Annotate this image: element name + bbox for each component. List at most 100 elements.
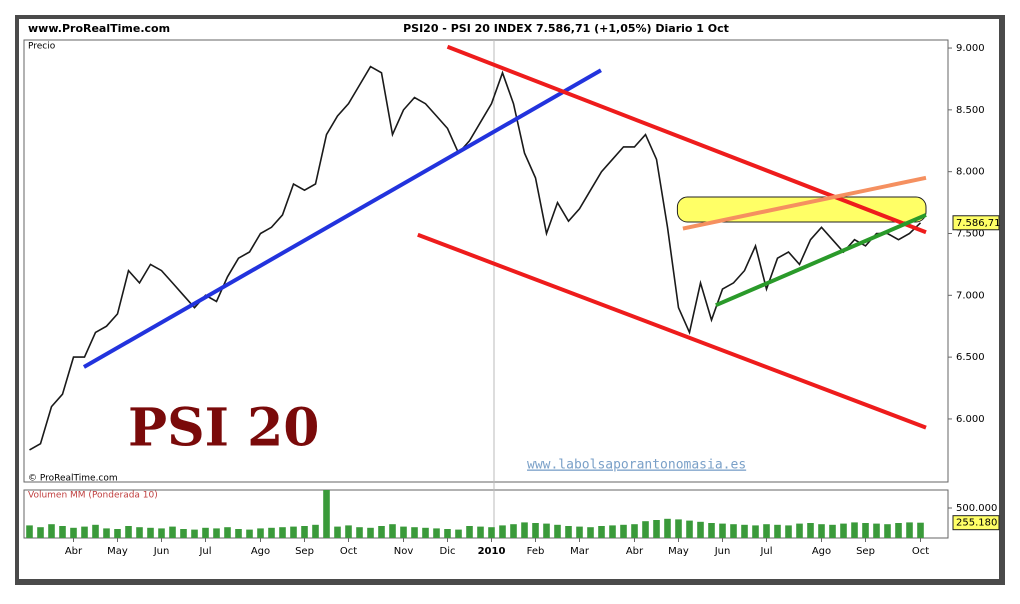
- volume-bar: [59, 526, 66, 538]
- volume-bar: [906, 522, 913, 538]
- x-tick-label: Jul: [759, 546, 772, 557]
- volume-bar: [719, 523, 726, 538]
- volume-bar: [598, 526, 605, 538]
- volume-bar: [532, 523, 539, 538]
- volume-bar: [642, 521, 649, 538]
- volume-bar: [356, 527, 363, 538]
- volume-bar: [114, 529, 121, 538]
- volume-bar: [829, 524, 836, 538]
- volume-panel: [23, 489, 949, 539]
- x-tick-label: Jun: [153, 546, 170, 557]
- trendline: [417, 232, 927, 430]
- x-tick-label: Ago: [812, 546, 831, 557]
- x-tick-label: Dic: [440, 546, 456, 557]
- volume-bar: [873, 523, 880, 538]
- volume-bar: [191, 529, 198, 538]
- volume-bar: [400, 526, 407, 538]
- volume-bar: [477, 526, 484, 538]
- volume-bar: [345, 525, 352, 538]
- volume-bar: [268, 527, 275, 538]
- last-volume-label: 255.180: [956, 518, 997, 529]
- volume-bar: [818, 524, 825, 538]
- y-tick-label: 7.500: [956, 228, 985, 239]
- volume-bar: [587, 527, 594, 538]
- volume-bar: [169, 526, 176, 538]
- volume-bar: [774, 524, 781, 538]
- trendline: [446, 44, 927, 235]
- y-tick-label: 8.500: [956, 105, 985, 116]
- volume-bar: [796, 523, 803, 538]
- volume-bar: [631, 524, 638, 538]
- volume-bar: [653, 520, 660, 538]
- x-tick-label: Oct: [340, 546, 357, 557]
- trendline: [82, 68, 602, 369]
- volume-bar: [301, 526, 308, 538]
- volume-bar: [686, 520, 693, 538]
- volume-bar: [884, 524, 891, 538]
- volume-bar: [510, 524, 517, 538]
- volume-bar: [488, 527, 495, 538]
- volume-bar: [411, 527, 418, 538]
- volume-bar: [48, 524, 55, 538]
- x-tick-label: May: [668, 546, 689, 557]
- volume-bar: [840, 523, 847, 538]
- x-tick-label: Feb: [527, 546, 545, 557]
- volume-bar: [290, 526, 297, 538]
- volume-bar: [389, 524, 396, 538]
- volume-bar: [312, 524, 319, 538]
- last-price-box: [952, 215, 1000, 231]
- volume-bar: [444, 529, 451, 538]
- volume-bar: [224, 527, 231, 538]
- volume-bar: [917, 522, 924, 538]
- volume-bar: [323, 490, 330, 538]
- volume-bar: [125, 526, 132, 538]
- volume-bar: [378, 526, 385, 538]
- x-tick-label: Jul: [198, 546, 211, 557]
- y-tick-label: 9.000: [956, 43, 985, 54]
- last-volume-box: [952, 515, 1000, 531]
- panel-label: Precio: [28, 42, 56, 52]
- watermark: PSI 20: [128, 398, 319, 459]
- volume-bar: [334, 526, 341, 538]
- panel-label: Volumen MM (Ponderada 10): [28, 491, 158, 501]
- volume-bar: [741, 524, 748, 538]
- volume-bar: [246, 529, 253, 538]
- volume-bar: [455, 529, 462, 538]
- volume-bar: [279, 527, 286, 538]
- last-price-label: 7.586,71: [956, 218, 1001, 229]
- volume-bar: [37, 527, 44, 538]
- y-tick-label: 7.000: [956, 290, 985, 301]
- volume-bar: [620, 524, 627, 538]
- x-tick-label: Sep: [295, 546, 314, 557]
- volume-bar: [554, 524, 561, 538]
- volume-bar: [158, 528, 165, 538]
- volume-bar: [147, 527, 154, 538]
- volume-bar: [235, 529, 242, 538]
- y-tick-label: 6.500: [956, 352, 985, 363]
- trendline: [715, 213, 927, 308]
- volume-bar: [213, 528, 220, 538]
- x-tick-label: Abr: [626, 546, 644, 557]
- website: www.labolsaporantonomasia.es: [527, 458, 746, 473]
- x-tick-label: Ago: [251, 546, 270, 557]
- volume-bar: [807, 523, 814, 538]
- x-tick-label: 2010: [478, 546, 506, 557]
- volume-bar: [202, 527, 209, 538]
- volume-bar: [895, 523, 902, 538]
- volume-bar: [609, 525, 616, 538]
- volume-bar: [785, 525, 792, 538]
- volume-bar: [543, 523, 550, 538]
- volume-bar: [136, 527, 143, 538]
- volume-bar: [367, 527, 374, 538]
- x-tick-label: Nov: [394, 546, 414, 557]
- x-tick-label: Abr: [65, 546, 83, 557]
- volume-bar: [92, 524, 99, 538]
- volume-bar: [466, 526, 473, 538]
- volume-bar: [499, 525, 506, 538]
- volume-bar: [180, 529, 187, 538]
- volume-bar: [433, 528, 440, 538]
- volume-bar: [521, 522, 528, 538]
- volume-bar: [81, 526, 88, 538]
